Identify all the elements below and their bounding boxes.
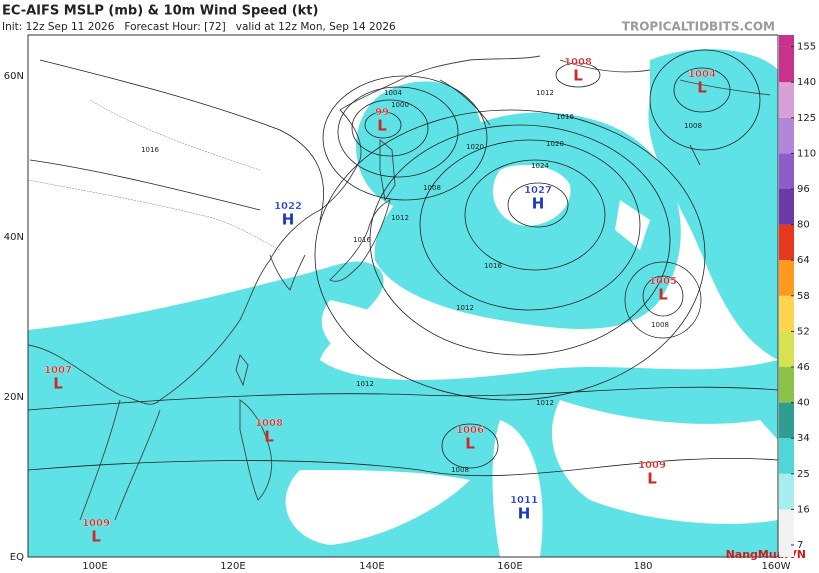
isobar-label: 1012 bbox=[356, 380, 374, 388]
isobar-label: 1016 bbox=[484, 262, 502, 270]
center-symbol: L bbox=[647, 470, 657, 488]
isobar-label: 1012 bbox=[536, 89, 554, 97]
colorbar-segment bbox=[779, 260, 794, 296]
isobar-label: 1008 bbox=[423, 184, 441, 192]
isobar-label: 1016 bbox=[556, 113, 574, 121]
colorbar-segment bbox=[779, 438, 794, 474]
isobar-label: 1012 bbox=[456, 304, 474, 312]
colorbar-label: 46 bbox=[797, 362, 810, 373]
colorbar-extend bbox=[779, 35, 794, 47]
center-symbol: L bbox=[573, 67, 583, 85]
lon-label: 180 bbox=[633, 561, 652, 572]
colorbar-label: 25 bbox=[797, 469, 810, 480]
colorbar-label: 64 bbox=[797, 255, 810, 266]
isobar-label: 1008 bbox=[651, 321, 669, 329]
lon-label: 120E bbox=[220, 561, 245, 572]
colorbar-segment bbox=[779, 402, 794, 439]
colorbar-segment bbox=[779, 153, 794, 189]
map-frame bbox=[27, 34, 779, 558]
lat-label: 20N bbox=[4, 392, 24, 403]
colorbar-label: 34 bbox=[797, 433, 810, 444]
isobar-label: 1016 bbox=[353, 236, 371, 244]
colorbar-label: 40 bbox=[797, 398, 810, 409]
center-symbol: L bbox=[91, 528, 101, 546]
center-symbol: L bbox=[658, 286, 668, 304]
colorbar-segment bbox=[779, 367, 794, 403]
isobar-label: 1016 bbox=[141, 146, 159, 154]
center-symbol: H bbox=[532, 195, 545, 213]
colorbar-label: 155 bbox=[797, 42, 816, 53]
isobar-label: 1024 bbox=[531, 162, 549, 170]
center-pressure: 1027 bbox=[524, 185, 552, 196]
colorbar-segment bbox=[779, 331, 794, 367]
center-symbol: H bbox=[518, 505, 531, 523]
center-pressure: 1009 bbox=[638, 460, 666, 471]
lon-label: 100E bbox=[82, 561, 107, 572]
center-pressure: 1011 bbox=[510, 495, 538, 506]
isobar-label: 1004 bbox=[384, 89, 402, 97]
center-symbol: L bbox=[377, 117, 387, 135]
center-pressure: 1022 bbox=[274, 201, 302, 212]
colorbar-label: 140 bbox=[797, 77, 816, 88]
lat-label: EQ bbox=[10, 552, 24, 563]
isobar-label: 1020 bbox=[466, 143, 484, 151]
isobar-label: 1012 bbox=[391, 214, 409, 222]
center-pressure: 1008 bbox=[255, 418, 283, 429]
center-symbol: H bbox=[282, 211, 295, 229]
colorbar-label: 52 bbox=[797, 326, 810, 337]
center-symbol: L bbox=[53, 375, 63, 393]
colorbar-segment bbox=[779, 473, 794, 510]
isobar-label: 1008 bbox=[451, 466, 469, 474]
colorbar-segment bbox=[779, 295, 794, 332]
colorbar-segment bbox=[779, 224, 794, 261]
colorbar-label: 58 bbox=[797, 291, 810, 302]
colorbar-label: 16 bbox=[797, 504, 810, 515]
isobar-label: 1020 bbox=[546, 140, 564, 148]
lon-label: 140E bbox=[359, 561, 384, 572]
colorbar-segment bbox=[779, 509, 794, 545]
lat-label: 60N bbox=[4, 71, 24, 82]
center-pressure: 1004 bbox=[688, 69, 716, 80]
lon-label: 160E bbox=[497, 561, 522, 572]
isobar-label: 1008 bbox=[684, 122, 702, 130]
subtitle: Init: 12z Sep 11 2026 Forecast Hour: [72… bbox=[2, 21, 396, 33]
colorbar-label: 110 bbox=[797, 148, 816, 159]
isobar-label: 1012 bbox=[536, 399, 554, 407]
colorbar-label: 96 bbox=[797, 184, 810, 195]
center-symbol: L bbox=[697, 79, 707, 97]
watermark: TROPICALTIDBITS.COM bbox=[622, 20, 775, 34]
center-pressure: 1007 bbox=[44, 365, 72, 376]
center-pressure: 1005 bbox=[649, 276, 677, 287]
isobar-label: 1000 bbox=[391, 101, 409, 109]
center-symbol: L bbox=[465, 435, 475, 453]
lon-label: 160W bbox=[762, 561, 791, 572]
center-pressure: 1009 bbox=[82, 518, 110, 529]
colorbar-label: 7 bbox=[797, 540, 803, 551]
center-symbol: L bbox=[264, 428, 274, 446]
map-background bbox=[28, 35, 778, 557]
lat-label: 40N bbox=[4, 232, 24, 243]
title: EC-AIFS MSLP (mb) & 10m Wind Speed (kt) bbox=[2, 4, 318, 19]
colorbar-segment bbox=[779, 46, 794, 83]
colorbar-segment bbox=[779, 189, 794, 225]
colorbar-segment bbox=[779, 82, 794, 118]
center-pressure: 1008 bbox=[564, 57, 592, 68]
center-pressure: 99 bbox=[375, 107, 389, 118]
center-pressure: 1006 bbox=[456, 425, 484, 436]
colorbar-label: 80 bbox=[797, 220, 810, 231]
colorbar-label: 125 bbox=[797, 113, 816, 124]
colorbar-extend bbox=[779, 545, 794, 557]
colorbar-segment bbox=[779, 117, 794, 154]
